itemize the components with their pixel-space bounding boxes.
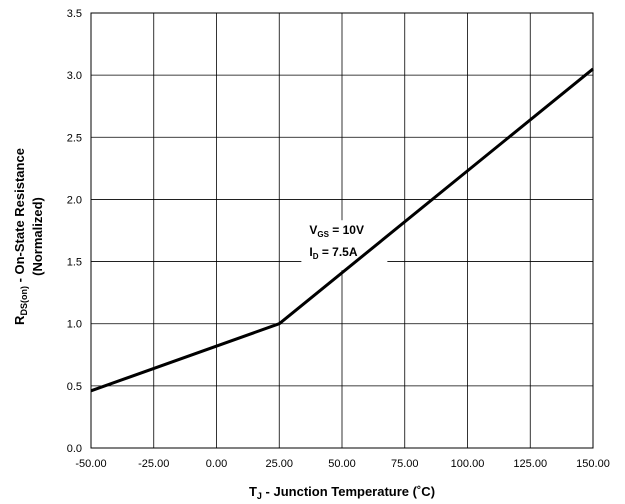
- x-tick-labels: -50.00 -25.00 0.00 25.00 50.00 75.00 100.00 125…: [75, 458, 609, 470]
- y-tick-label: 1.5: [67, 257, 82, 269]
- y-tick-labels: 0.0 0.5 1.0 1.5 2.0 2.5 3.0 3.5: [67, 8, 82, 455]
- x-tick-label: 150.00: [576, 458, 610, 470]
- annotation-id: ID = 7.5A: [309, 245, 357, 261]
- x-axis-label-text: - Junction Temperature (˚C): [262, 484, 435, 499]
- y-tick-label: 1.0: [67, 319, 82, 331]
- y-tick-label: 2.0: [67, 194, 82, 206]
- annotation-vgs: VGS = 10V: [309, 223, 364, 239]
- y-tick-label: 3.5: [67, 8, 82, 20]
- x-tick-label: 100.00: [451, 458, 485, 470]
- annotation-id-value: = 7.5A: [318, 245, 357, 259]
- x-tick-label: 125.00: [513, 458, 547, 470]
- x-tick-label: 50.00: [328, 458, 356, 470]
- x-axis-label-symbol: T: [249, 484, 257, 499]
- annotation-id-subscript: D: [313, 252, 319, 261]
- x-tick-label: -25.00: [138, 458, 169, 470]
- plot-frame: [90, 12, 594, 449]
- x-tick-label: 25.00: [265, 458, 293, 470]
- y-axis-label: RDS(on) - On-State Resistance (Normalize…: [12, 148, 45, 325]
- annotation-vgs-value: = 10V: [329, 223, 364, 237]
- y-tick-label: 2.5: [67, 132, 82, 144]
- x-axis-label-subscript: J: [257, 491, 262, 501]
- x-tick-label: 0.00: [206, 458, 227, 470]
- annotation-vgs-subscript: GS: [317, 230, 329, 239]
- x-tick-label: 75.00: [391, 458, 419, 470]
- y-tick-label: 3.0: [67, 70, 82, 82]
- annotation-id-symbol: I: [309, 245, 312, 259]
- x-axis-label: TJ - Junction Temperature (˚C): [249, 484, 435, 501]
- annotation-background: [301, 220, 388, 271]
- y-tick-label: 0.0: [67, 443, 82, 455]
- y-axis-label-line2: (Normalized): [30, 197, 45, 276]
- y-tick-label: 0.5: [67, 381, 82, 393]
- x-tick-label: -50.00: [75, 458, 106, 470]
- y-axis-label-subscript: DS(on): [19, 286, 29, 316]
- annotation: VGS = 10V ID = 7.5A: [301, 220, 388, 271]
- series-line: [90, 67, 594, 393]
- annotation-vgs-symbol: V: [309, 223, 317, 237]
- y-axis-label-line1: RDS(on) - On-State Resistance: [12, 148, 29, 325]
- y-axis-label-text: - On-State Resistance: [12, 148, 27, 286]
- y-axis-label-symbol: R: [12, 315, 27, 325]
